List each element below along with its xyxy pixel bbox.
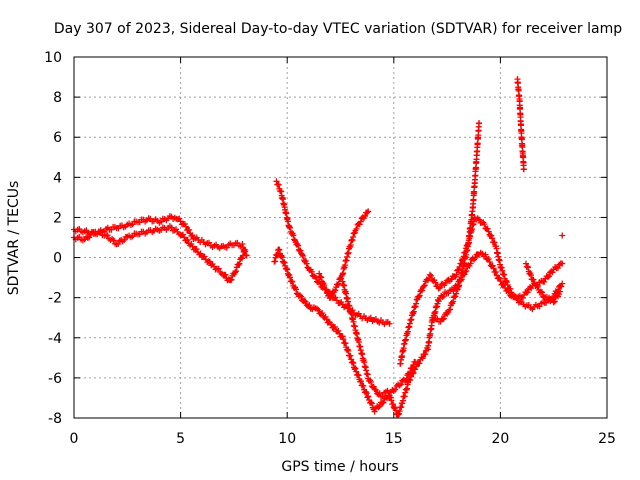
- chart-title: Day 307 of 2023, Sidereal Day-to-day VTE…: [54, 21, 622, 37]
- series-markers: [271, 246, 419, 415]
- x-tick-label: 0: [70, 431, 79, 447]
- plot-area: [71, 76, 566, 418]
- series-track-e: [316, 208, 372, 301]
- series-track-h: [429, 214, 566, 325]
- series-track-c: [273, 178, 393, 328]
- series-track-a: [71, 213, 250, 259]
- series-track-i: [514, 76, 527, 173]
- x-tick-label: 10: [278, 431, 296, 447]
- y-tick-label: 4: [53, 170, 62, 186]
- series-track-b: [71, 223, 248, 284]
- y-axis-label: SDTVAR / TECUs: [6, 181, 22, 296]
- x-tick-label: 25: [598, 431, 616, 447]
- y-tick-label: -6: [48, 371, 62, 387]
- grid: [74, 57, 607, 418]
- series-markers: [71, 213, 250, 259]
- x-tick-label: 20: [491, 431, 509, 447]
- series-track-d: [271, 246, 419, 415]
- series-markers: [429, 214, 566, 325]
- x-tick-label: 15: [385, 431, 403, 447]
- x-axis-label: GPS time / hours: [281, 459, 398, 475]
- axes: 0 5 10 15 20 25 -8 -6 -4 -2 0 2 4 6 8 10: [44, 50, 616, 447]
- y-tick-label: 0: [53, 251, 62, 267]
- y-tick-label: 10: [44, 50, 62, 66]
- y-tick-label: 6: [53, 130, 62, 146]
- series-markers: [316, 208, 372, 301]
- y-tick-label: 8: [53, 90, 62, 106]
- series-markers: [71, 223, 248, 284]
- y-tick-label: -2: [48, 291, 62, 307]
- y-tick-label: -8: [48, 411, 62, 427]
- x-tick-label: 5: [176, 431, 185, 447]
- y-tick-label: -4: [48, 331, 62, 347]
- series-track-j: [523, 260, 564, 306]
- y-tick-label: 2: [53, 210, 62, 226]
- plot-frame: [73, 56, 608, 419]
- series-outlier: [559, 232, 566, 239]
- series-markers: [514, 76, 527, 173]
- series-markers: [559, 232, 566, 239]
- series-markers: [273, 178, 393, 328]
- series-markers: [523, 260, 564, 306]
